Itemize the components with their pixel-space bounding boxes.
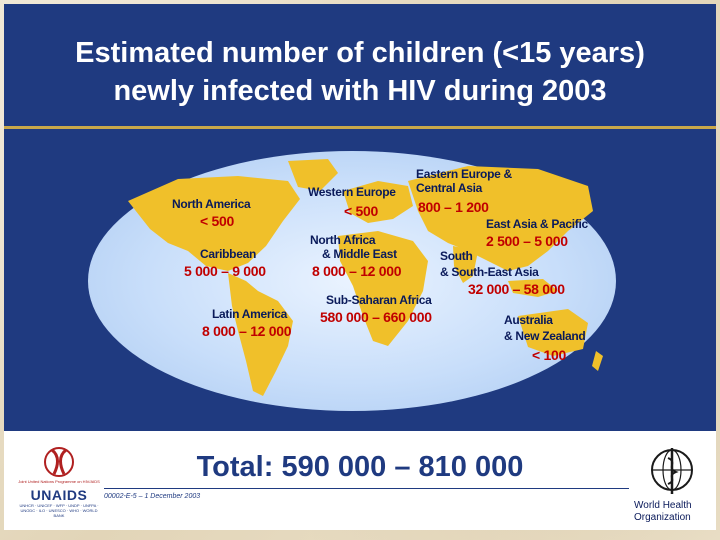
greenland-landmass — [288, 159, 338, 191]
label-eastern-europe-line2: Central Asia — [416, 181, 482, 195]
value-eastern-europe: 800 – 1 200 — [418, 199, 489, 215]
europe-landmass — [343, 181, 413, 223]
value-latin-america: 8 000 – 12 000 — [202, 323, 292, 339]
title-band: Estimated number of children (<15 years)… — [4, 4, 716, 129]
title-line-2: newly infected with HIV during 2003 — [113, 75, 607, 107]
total-estimate: Total: 590 000 – 810 000 — [196, 451, 524, 483]
value-caribbean: 5 000 – 9 000 — [184, 263, 266, 279]
value-north-america: < 500 — [200, 213, 234, 229]
label-south-asia-line1: South — [440, 249, 473, 263]
label-south-asia-line2: & South-East Asia — [440, 265, 539, 279]
who-wordmark: World Health Organization — [634, 500, 716, 524]
unaids-ribbon-icon — [44, 447, 74, 477]
label-australia-line2: & New Zealand — [504, 329, 586, 343]
value-south-asia: 32 000 – 58 000 — [468, 281, 565, 297]
slide-title: Estimated number of children (<15 years)… — [4, 34, 716, 110]
south-america-landmass — [228, 273, 293, 396]
unaids-wordmark: UNAIDS — [30, 487, 88, 503]
label-caribbean: Caribbean — [200, 247, 256, 261]
who-emblem-icon — [651, 448, 693, 494]
new-zealand-landmass — [592, 351, 603, 371]
slide-code: 00002-E-5 – 1 December 2003 — [104, 493, 201, 500]
label-sub-saharan-africa: Sub-Saharan Africa — [326, 293, 432, 307]
label-western-europe: Western Europe — [308, 185, 396, 199]
footer-rule — [104, 488, 629, 489]
north-america-landmass — [128, 176, 300, 271]
world-map-land — [128, 159, 603, 396]
value-australia: < 100 — [532, 347, 566, 363]
label-north-america: North America — [172, 197, 251, 211]
asia-landmass — [408, 166, 593, 271]
se-asia-islands — [508, 279, 558, 297]
who-name-line2: Organization — [634, 512, 691, 523]
world-map — [88, 151, 616, 411]
slide: Estimated number of children (<15 years)… — [4, 4, 716, 530]
value-north-africa: 8 000 – 12 000 — [312, 263, 402, 279]
label-australia-line1: Australia — [504, 313, 553, 327]
label-north-africa-line1: North Africa — [310, 233, 376, 247]
value-sub-saharan-africa: 580 000 – 660 000 — [320, 309, 432, 325]
unaids-cosponsors: UNHCR · UNICEF · WFP · UNDP · UNFPA · UN… — [19, 503, 99, 518]
label-eastern-europe-line1: Eastern Europe & — [416, 167, 512, 181]
australia-landmass — [518, 309, 588, 356]
africa-landmass — [338, 231, 428, 346]
who-name-line1: World Health — [634, 500, 692, 511]
label-east-asia-pacific: East Asia & Pacific — [486, 217, 588, 231]
label-north-africa-line2: & Middle East — [322, 247, 397, 261]
india-landmass — [453, 246, 478, 283]
label-latin-america: Latin America — [212, 307, 288, 321]
value-western-europe: < 500 — [344, 203, 378, 219]
map-panel: North America < 500 Caribbean 5 000 – 9 … — [4, 129, 716, 431]
value-east-asia-pacific: 2 500 – 5 000 — [486, 233, 568, 249]
title-line-1: Estimated number of children (<15 years) — [75, 37, 645, 69]
unaids-programme-text: Joint United Nations Programme on HIV/AI… — [18, 479, 100, 484]
